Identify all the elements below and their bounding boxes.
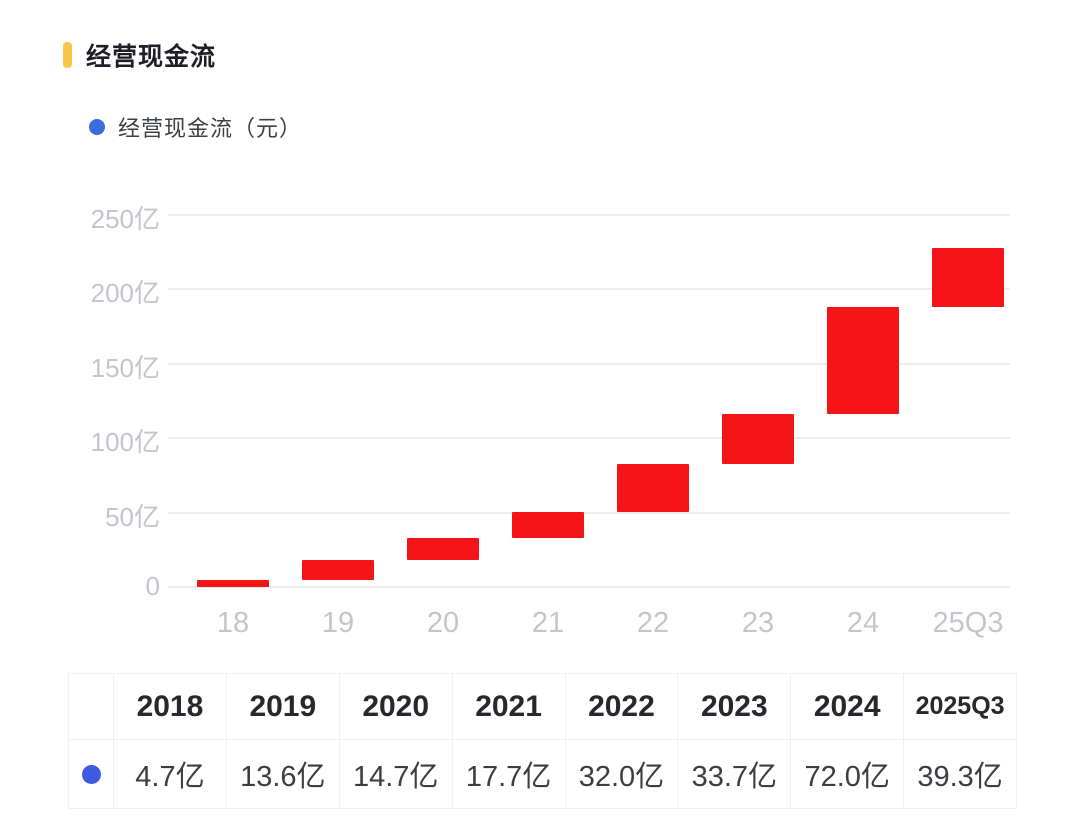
table-corner-cell [68, 673, 114, 740]
y-axis-label: 100亿 [90, 427, 160, 458]
bar-20[interactable] [407, 537, 479, 560]
table-value-2019: 13.6亿 [225, 739, 340, 809]
table-header-2025Q3: 2025Q3 [903, 673, 1017, 740]
page-title: 经营现金流 [86, 43, 217, 71]
series-marker-cell [68, 739, 114, 809]
table-header-2021: 2021 [451, 673, 566, 740]
x-axis-label-23: 23 [741, 607, 775, 639]
y-axis-label: 250亿 [90, 204, 160, 234]
bar-25Q3[interactable] [932, 248, 1004, 307]
bar-18[interactable] [197, 580, 269, 587]
gridline-200亿 [168, 288, 1010, 291]
table-header-2024: 2024 [790, 673, 905, 740]
gridline-250亿 [168, 214, 1010, 216]
table-header-row: 2018 2019 2020 2021 2022 2023 2024 2025Q3 [68, 673, 1017, 740]
table-header-2020: 2020 [338, 673, 453, 740]
y-axis-label: 0 [145, 571, 160, 601]
table-value-2024: 72.0亿 [790, 739, 905, 809]
series-marker-dot-icon [81, 764, 101, 784]
table-value-2020: 14.7亿 [338, 739, 453, 809]
table-value-2023: 33.7亿 [677, 739, 792, 809]
table-value-2021: 17.7亿 [451, 739, 566, 809]
bar-24[interactable] [827, 306, 899, 414]
legend-dot-icon [89, 119, 105, 135]
gridline-0 [168, 586, 1010, 588]
table-value-2018: 4.7亿 [113, 739, 227, 809]
bar-22[interactable] [617, 463, 689, 512]
bar-19[interactable] [302, 559, 374, 580]
x-axis-label-18: 18 [216, 607, 250, 639]
gridline-50亿 [168, 511, 1010, 514]
x-axis-label-20: 20 [426, 607, 460, 639]
accent-bar-icon [63, 42, 72, 68]
table-header-2023: 2023 [677, 673, 792, 740]
x-axis-label-25Q3: 25Q3 [932, 607, 1004, 639]
table-row: 4.7亿 13.6亿 14.7亿 17.7亿 32.0亿 33.7亿 72.0亿 39.3亿 [68, 739, 1017, 809]
bar-21[interactable] [512, 511, 584, 538]
table-header-2019: 2019 [225, 673, 340, 740]
x-axis-label-19: 19 [321, 607, 355, 639]
gridline-100亿 [168, 437, 1010, 440]
table-value-2025Q3: 39.3亿 [903, 739, 1017, 809]
x-axis-label-21: 21 [531, 607, 565, 639]
section-header: 经营现金流 [63, 40, 217, 71]
table-value-2022: 32.0亿 [564, 739, 679, 809]
table-header-2018: 2018 [113, 673, 227, 740]
data-table: 2018 2019 2020 2021 2022 2023 2024 2025Q3 4.7亿 1… [68, 673, 1017, 809]
bar-23[interactable] [722, 413, 794, 464]
y-axis-label: 150亿 [90, 352, 160, 383]
table-header-2022: 2022 [564, 673, 679, 740]
x-axis-label-22: 22 [636, 607, 670, 639]
legend-label: 经营现金流（元） [118, 116, 303, 141]
gridline-150亿 [168, 362, 1010, 365]
x-axis-label-24: 24 [846, 607, 880, 639]
chart-legend[interactable]: 经营现金流（元） [89, 112, 302, 142]
plot-area: 0 50亿 100亿 150亿 200亿 250亿 18 19 20 21 22 23 24 25Q3 [91, 204, 1010, 639]
y-axis-label: 50亿 [105, 501, 160, 532]
y-axis-label: 200亿 [90, 278, 160, 309]
